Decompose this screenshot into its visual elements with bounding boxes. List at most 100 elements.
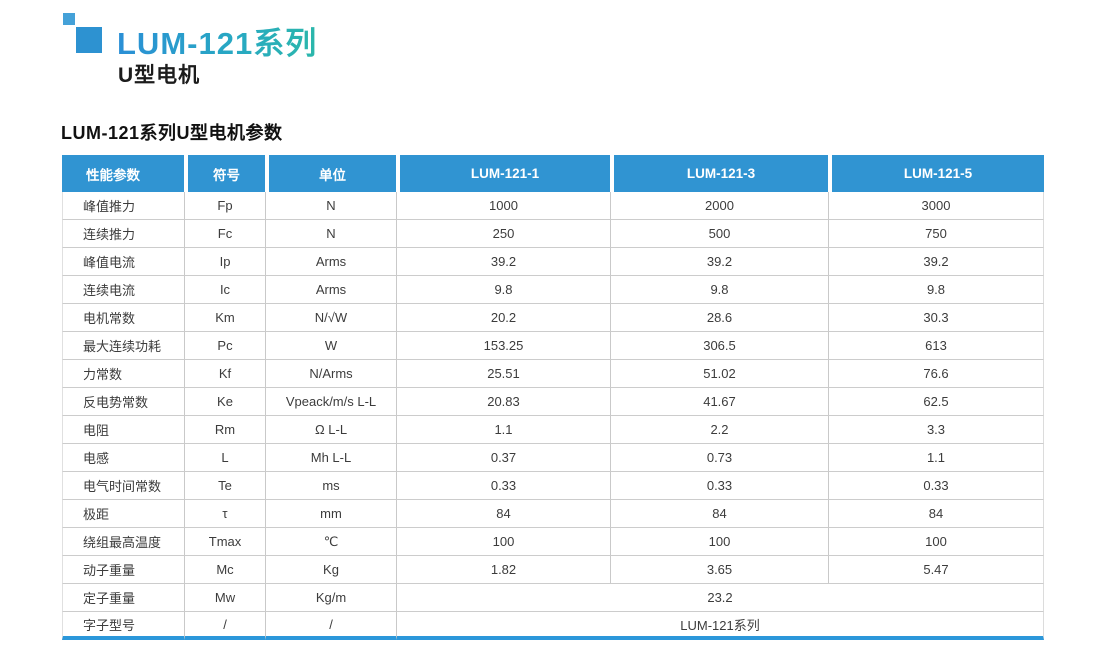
param-cell: 峰值推力 <box>62 192 184 220</box>
param-cell: 电感 <box>62 444 184 472</box>
unit-cell: mm <box>265 500 396 528</box>
param-cell: 定子重量 <box>62 584 184 612</box>
unit-cell: Kg/m <box>265 584 396 612</box>
symbol-cell: L <box>184 444 265 472</box>
table-row: 连续电流 Ic Arms 9.8 9.8 9.8 <box>62 276 1044 304</box>
table-row: 反电势常数 Ke Vpeack/m/s L-L 20.83 41.67 62.5 <box>62 388 1044 416</box>
logo-big-square <box>76 27 102 53</box>
table-row: 字子型号 / / LUM-121系列 <box>62 612 1044 640</box>
param-cell: 绕组最高温度 <box>62 528 184 556</box>
symbol-cell: Ip <box>184 248 265 276</box>
value-cell: 0.73 <box>610 444 828 472</box>
value-cell: 51.02 <box>610 360 828 388</box>
value-cell: 39.2 <box>828 248 1044 276</box>
symbol-cell: Kf <box>184 360 265 388</box>
unit-cell: ℃ <box>265 528 396 556</box>
table-row: 电感 L Mh L-L 0.37 0.73 1.1 <box>62 444 1044 472</box>
value-cell: 306.5 <box>610 332 828 360</box>
symbol-cell: Ke <box>184 388 265 416</box>
symbol-cell: Te <box>184 472 265 500</box>
symbol-cell: Ic <box>184 276 265 304</box>
logo-small-square <box>63 13 75 25</box>
value-cell: 84 <box>396 500 610 528</box>
squares-logo-icon <box>63 13 103 55</box>
value-cell: 100 <box>610 528 828 556</box>
table-row: 峰值电流 Ip Arms 39.2 39.2 39.2 <box>62 248 1044 276</box>
col-header-model-3: LUM-121-3 <box>610 155 828 192</box>
value-cell: 500 <box>610 220 828 248</box>
value-cell: 9.8 <box>396 276 610 304</box>
param-cell: 电机常数 <box>62 304 184 332</box>
value-cell: 84 <box>828 500 1044 528</box>
table-row: 定子重量 Mw Kg/m 23.2 <box>62 584 1044 612</box>
table-row: 极距 τ mm 84 84 84 <box>62 500 1044 528</box>
param-cell: 字子型号 <box>62 612 184 640</box>
symbol-cell: Fp <box>184 192 265 220</box>
value-cell: 3000 <box>828 192 1044 220</box>
value-cell: 2000 <box>610 192 828 220</box>
col-header-unit: 单位 <box>265 155 396 192</box>
param-cell: 连续推力 <box>62 220 184 248</box>
value-cell: 76.6 <box>828 360 1044 388</box>
param-cell: 最大连续功耗 <box>62 332 184 360</box>
value-cell: 84 <box>610 500 828 528</box>
spec-table: 性能参数 符号 单位 LUM-121-1 LUM-121-3 LUM-121-5… <box>62 155 1044 640</box>
value-cell: 0.33 <box>610 472 828 500</box>
table-row: 最大连续功耗 Pc W 153.25 306.5 613 <box>62 332 1044 360</box>
table-caption: LUM-121系列U型电机参数 <box>61 123 283 143</box>
value-cell: 613 <box>828 332 1044 360</box>
unit-cell: Kg <box>265 556 396 584</box>
col-header-model-1: LUM-121-1 <box>396 155 610 192</box>
unit-cell: N <box>265 192 396 220</box>
param-cell: 力常数 <box>62 360 184 388</box>
unit-cell: N/√W <box>265 304 396 332</box>
value-cell: 1000 <box>396 192 610 220</box>
symbol-cell: Mc <box>184 556 265 584</box>
unit-cell: Vpeack/m/s L-L <box>265 388 396 416</box>
unit-cell: Arms <box>265 248 396 276</box>
merged-value-cell: LUM-121系列 <box>396 612 1044 640</box>
unit-cell: N/Arms <box>265 360 396 388</box>
table-row: 连续推力 Fc N 250 500 750 <box>62 220 1044 248</box>
value-cell: 9.8 <box>610 276 828 304</box>
table-header-row: 性能参数 符号 单位 LUM-121-1 LUM-121-3 LUM-121-5 <box>62 155 1044 192</box>
table-row: 力常数 Kf N/Arms 25.51 51.02 76.6 <box>62 360 1044 388</box>
unit-cell: N <box>265 220 396 248</box>
value-cell: 30.3 <box>828 304 1044 332</box>
value-cell: 5.47 <box>828 556 1044 584</box>
value-cell: 100 <box>828 528 1044 556</box>
table-row: 动子重量 Mc Kg 1.82 3.65 5.47 <box>62 556 1044 584</box>
value-cell: 0.37 <box>396 444 610 472</box>
unit-cell: Ω L-L <box>265 416 396 444</box>
table-row: 电气时间常数 Te ms 0.33 0.33 0.33 <box>62 472 1044 500</box>
value-cell: 0.33 <box>396 472 610 500</box>
value-cell: 2.2 <box>610 416 828 444</box>
series-title: LUM-121系列 <box>117 18 317 63</box>
param-cell: 连续电流 <box>62 276 184 304</box>
symbol-cell: Fc <box>184 220 265 248</box>
table-row: 峰值推力 Fp N 1000 2000 3000 <box>62 192 1044 220</box>
value-cell: 3.3 <box>828 416 1044 444</box>
value-cell: 100 <box>396 528 610 556</box>
symbol-cell: Mw <box>184 584 265 612</box>
value-cell: 0.33 <box>828 472 1044 500</box>
value-cell: 153.25 <box>396 332 610 360</box>
unit-cell: / <box>265 612 396 640</box>
symbol-cell: Tmax <box>184 528 265 556</box>
col-header-symbol: 符号 <box>184 155 265 192</box>
unit-cell: W <box>265 332 396 360</box>
value-cell: 1.1 <box>828 444 1044 472</box>
param-cell: 电气时间常数 <box>62 472 184 500</box>
table-row: 电阻 Rm Ω L-L 1.1 2.2 3.3 <box>62 416 1044 444</box>
value-cell: 25.51 <box>396 360 610 388</box>
value-cell: 1.1 <box>396 416 610 444</box>
param-cell: 反电势常数 <box>62 388 184 416</box>
value-cell: 39.2 <box>610 248 828 276</box>
value-cell: 62.5 <box>828 388 1044 416</box>
value-cell: 20.83 <box>396 388 610 416</box>
merged-value-cell: 23.2 <box>396 584 1044 612</box>
motor-type-subtitle: U型电机 <box>118 64 201 87</box>
symbol-cell: Rm <box>184 416 265 444</box>
value-cell: 39.2 <box>396 248 610 276</box>
